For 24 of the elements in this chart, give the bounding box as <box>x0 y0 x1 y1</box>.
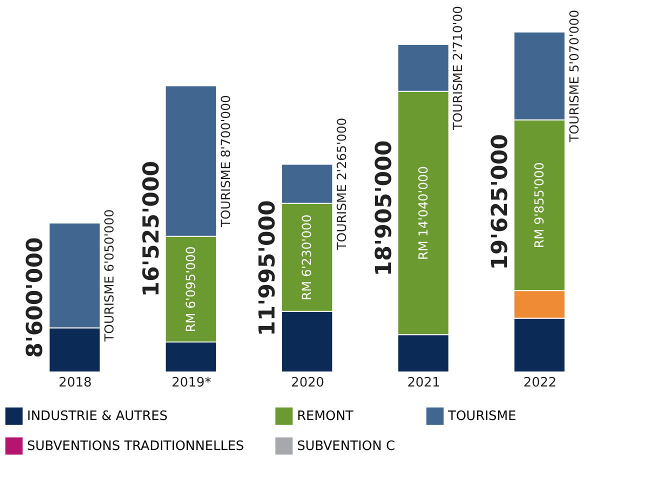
total-label: 18'905'000 <box>372 140 397 276</box>
legend-label: SUBVENTIONS TRADITIONNELLES <box>27 439 244 454</box>
legend-label: TOURISME <box>447 409 516 424</box>
data-label: TOURISME 2'265'000 <box>334 118 349 251</box>
x-tick-label: 2018 <box>58 376 92 390</box>
legend-label: INDUSTRIE & AUTRES <box>27 409 168 424</box>
total-label: 16'525'000 <box>139 160 164 297</box>
x-tick-label: 2019* <box>172 376 212 390</box>
total-label: 19'625'000 <box>488 134 513 270</box>
data-label: RM 6'230'000 <box>299 214 314 300</box>
x-tick-label: 2020 <box>291 376 324 390</box>
data-label: TOURISME 6'050'000 <box>102 209 117 342</box>
data-label: TOURISME 2'710'00 <box>450 6 466 132</box>
data-label: RM 14'040'000 <box>415 166 430 260</box>
x-tick-label: 2021 <box>407 376 440 390</box>
legend-label: SUBVENTION C <box>297 439 396 454</box>
total-label: 11'995'000 <box>256 200 281 336</box>
legend-label: REMONT <box>297 409 354 424</box>
data-label: RM 9'855'000 <box>531 162 546 248</box>
total-label: 8'600'000 <box>23 237 48 358</box>
data-label: TOURISME 8'700'000 <box>218 94 233 228</box>
data-label: RM 6'095'000 <box>182 246 198 332</box>
data-label: TOURISME 5'070'000 <box>566 10 582 143</box>
x-tick-label: 2022 <box>523 376 557 390</box>
